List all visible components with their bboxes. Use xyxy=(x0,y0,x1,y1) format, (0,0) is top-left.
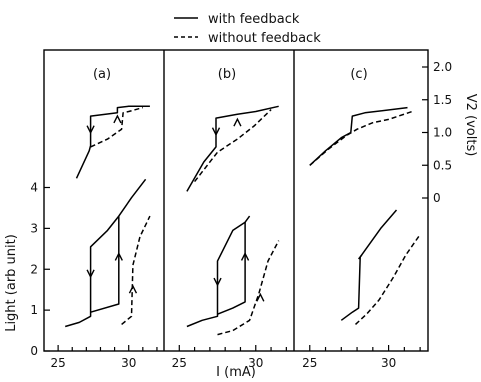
light-without-feedback-curve xyxy=(121,215,151,325)
v2-without-feedback-curve xyxy=(194,109,272,183)
right-tick-label: 2.0 xyxy=(433,60,452,74)
light-without-feedback-curve xyxy=(354,234,421,325)
light-with-feedback-curve xyxy=(186,215,251,328)
x-tick-label: 30 xyxy=(381,356,396,370)
panel-label: (a) xyxy=(93,67,111,82)
right-tick-label: 0 xyxy=(433,191,441,205)
hysteresis-arrow-down-v2 xyxy=(211,127,221,137)
left-tick-label: 2 xyxy=(30,262,38,276)
v2-with-feedback-curve xyxy=(75,105,150,179)
v2-without-feedback-curve xyxy=(90,106,143,148)
left-tick-label: 1 xyxy=(30,303,38,317)
legend-label-without-feedback: without feedback xyxy=(208,31,321,46)
left-tick-label: 3 xyxy=(30,221,38,235)
hysteresis-arrow-up-dashed xyxy=(128,284,138,294)
right-tick-label: 0.5 xyxy=(433,158,452,172)
left-axis-ticks: 0 1 2 3 4 xyxy=(30,181,50,358)
panel-labels: (a) (b) (c) xyxy=(93,67,368,82)
v2-with-feedback-curve xyxy=(309,106,408,166)
light-with-feedback-curve xyxy=(340,209,398,321)
light-with-feedback-return-curve xyxy=(358,254,363,260)
y-axis-label-left: Light (arb unit) xyxy=(4,234,19,332)
x-tick-label: 25 xyxy=(50,356,65,370)
hysteresis-arrow-down-v2 xyxy=(86,125,95,135)
light-with-feedback-curve xyxy=(64,178,147,328)
plot-border xyxy=(43,49,429,352)
x-tick-label: 30 xyxy=(248,356,263,370)
v2-with-feedback-curve xyxy=(186,105,279,192)
panel-label: (c) xyxy=(350,67,367,82)
hysteresis-arrow-up-dashed xyxy=(256,292,265,302)
x-tick-label: 25 xyxy=(302,356,317,370)
hysteresis-arrow-up xyxy=(114,251,123,261)
panel-label: (b) xyxy=(218,67,236,82)
x-axis-ticks: 25 30 25 30 25 30 xyxy=(50,345,421,370)
left-tick-label: 4 xyxy=(30,181,38,195)
light-with-feedback-return-curve xyxy=(90,216,120,313)
hysteresis-arrow-up xyxy=(240,251,250,261)
hysteresis-arrow-up-v2 xyxy=(233,117,242,127)
legend-label-with-feedback: with feedback xyxy=(208,12,300,27)
right-tick-label: 1.0 xyxy=(433,126,452,140)
x-tick-label: 25 xyxy=(172,356,187,370)
y-axis-label-right: V2 (volts) xyxy=(463,94,478,157)
hysteresis-arrow-down xyxy=(213,277,222,287)
hysteresis-arrow-down xyxy=(86,269,95,279)
x-tick-label: 30 xyxy=(121,356,136,370)
right-axis-ticks: 0 0.5 1.0 1.5 2.0 xyxy=(422,60,452,205)
v2-without-feedback-curve xyxy=(309,110,413,166)
left-tick-label: 0 xyxy=(30,344,38,358)
curves xyxy=(64,105,421,336)
hysteresis-arrow-up-v2 xyxy=(113,114,122,124)
plot-frame xyxy=(43,49,429,352)
x-axis-label: I (mA) xyxy=(216,365,256,380)
legend: with feedback without feedback xyxy=(174,12,321,46)
light-with-feedback-return-curve xyxy=(217,222,246,315)
light-without-feedback-curve xyxy=(217,240,280,336)
right-tick-label: 1.5 xyxy=(433,93,452,107)
